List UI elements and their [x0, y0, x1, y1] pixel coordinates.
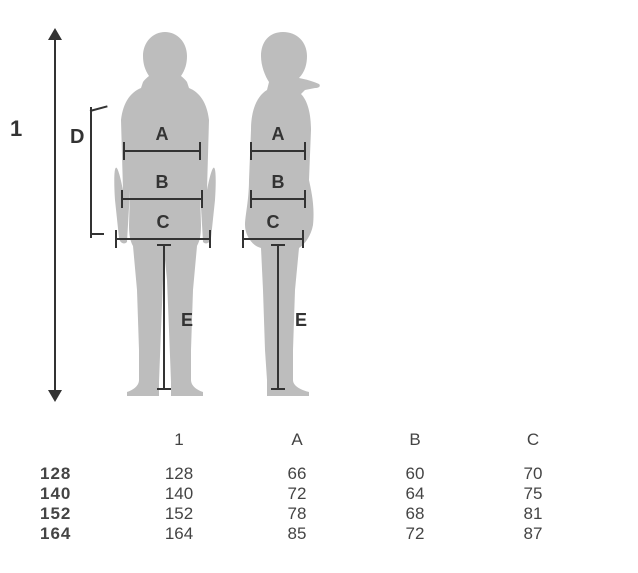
label-height: 1 [10, 116, 22, 142]
measure-front-chest: A [123, 142, 201, 160]
cell: 60 [356, 464, 474, 484]
cell: 81 [474, 504, 592, 524]
cell: 64 [356, 484, 474, 504]
cell: 128 [120, 464, 238, 484]
col-header: B [356, 430, 474, 450]
cell: 140 [120, 484, 238, 504]
cell: 164 [120, 524, 238, 544]
measurement-diagram: 1 D A B C E A B C E [35, 30, 345, 400]
cell: 152 [120, 504, 238, 524]
label-hip: C [115, 212, 211, 233]
table-row: 152 152 78 68 81 [40, 504, 600, 524]
label-waist: B [121, 172, 203, 193]
cell: 85 [238, 524, 356, 544]
label-arm: D [70, 126, 84, 149]
label-chest-side: A [250, 124, 306, 145]
measure-side-waist: B [250, 190, 306, 208]
table-row: 140 140 72 64 75 [40, 484, 600, 504]
label-inseam: E [181, 310, 193, 331]
measure-front-inseam: E [157, 244, 171, 390]
cell: 72 [238, 484, 356, 504]
label-chest: A [123, 124, 201, 145]
measure-front-waist: B [121, 190, 203, 208]
col-header: 1 [120, 430, 238, 450]
cell: 66 [238, 464, 356, 484]
size-cell: 164 [40, 524, 120, 544]
cell: 72 [356, 524, 474, 544]
cell: 87 [474, 524, 592, 544]
label-hip-side: C [242, 212, 304, 233]
size-cell: 140 [40, 484, 120, 504]
table-row: 128 128 66 60 70 [40, 464, 600, 484]
size-cell: 128 [40, 464, 120, 484]
label-waist-side: B [250, 172, 306, 193]
col-header: A [238, 430, 356, 450]
cell: 70 [474, 464, 592, 484]
table-row: 164 164 85 72 87 [40, 524, 600, 544]
measure-side-inseam: E [271, 244, 285, 390]
col-header: C [474, 430, 592, 450]
cell: 75 [474, 484, 592, 504]
table-header-row: 1 A B C [40, 430, 600, 450]
label-inseam-side: E [295, 310, 307, 331]
cell: 68 [356, 504, 474, 524]
size-cell: 152 [40, 504, 120, 524]
cell: 78 [238, 504, 356, 524]
height-arrow [45, 30, 65, 400]
measure-side-chest: A [250, 142, 306, 160]
size-table: 1 A B C 128 128 66 60 70 140 140 72 64 7… [40, 430, 600, 544]
